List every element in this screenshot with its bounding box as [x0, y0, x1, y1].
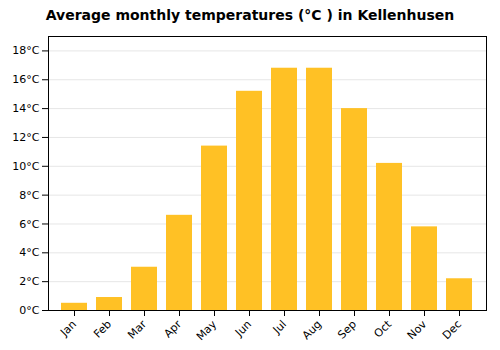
svg-text:10°C: 10°C — [12, 160, 39, 173]
svg-text:Mar: Mar — [125, 317, 149, 341]
svg-text:6°C: 6°C — [19, 217, 39, 230]
svg-text:16°C: 16°C — [12, 73, 39, 86]
svg-text:Oct: Oct — [371, 317, 394, 340]
svg-text:Dec: Dec — [440, 318, 464, 342]
html-text:Average monthly temperatures (: Average monthly temperatures (°C ) in Ke… — [45, 7, 455, 23]
svg-text:Jul: Jul — [270, 318, 289, 337]
svg-text:14°C: 14°C — [12, 102, 39, 115]
svg-text:2°C: 2°C — [19, 275, 39, 288]
svg-text:18°C: 18°C — [12, 44, 39, 57]
svg-text:Apr: Apr — [161, 317, 184, 340]
svg-text:Nov: Nov — [405, 317, 430, 342]
svg-text:Aug: Aug — [300, 318, 324, 342]
svg-text:4°C: 4°C — [19, 246, 39, 259]
svg-text:Jan: Jan — [57, 318, 79, 340]
svg-text:Jun: Jun — [232, 318, 254, 340]
svg-text:Sep: Sep — [335, 318, 359, 342]
svg-text:May: May — [194, 317, 220, 343]
svg-text:Feb: Feb — [91, 318, 114, 341]
svg-text:8°C: 8°C — [19, 189, 39, 202]
svg-text:12°C: 12°C — [12, 131, 39, 144]
svg-text:0°C: 0°C — [19, 304, 39, 317]
